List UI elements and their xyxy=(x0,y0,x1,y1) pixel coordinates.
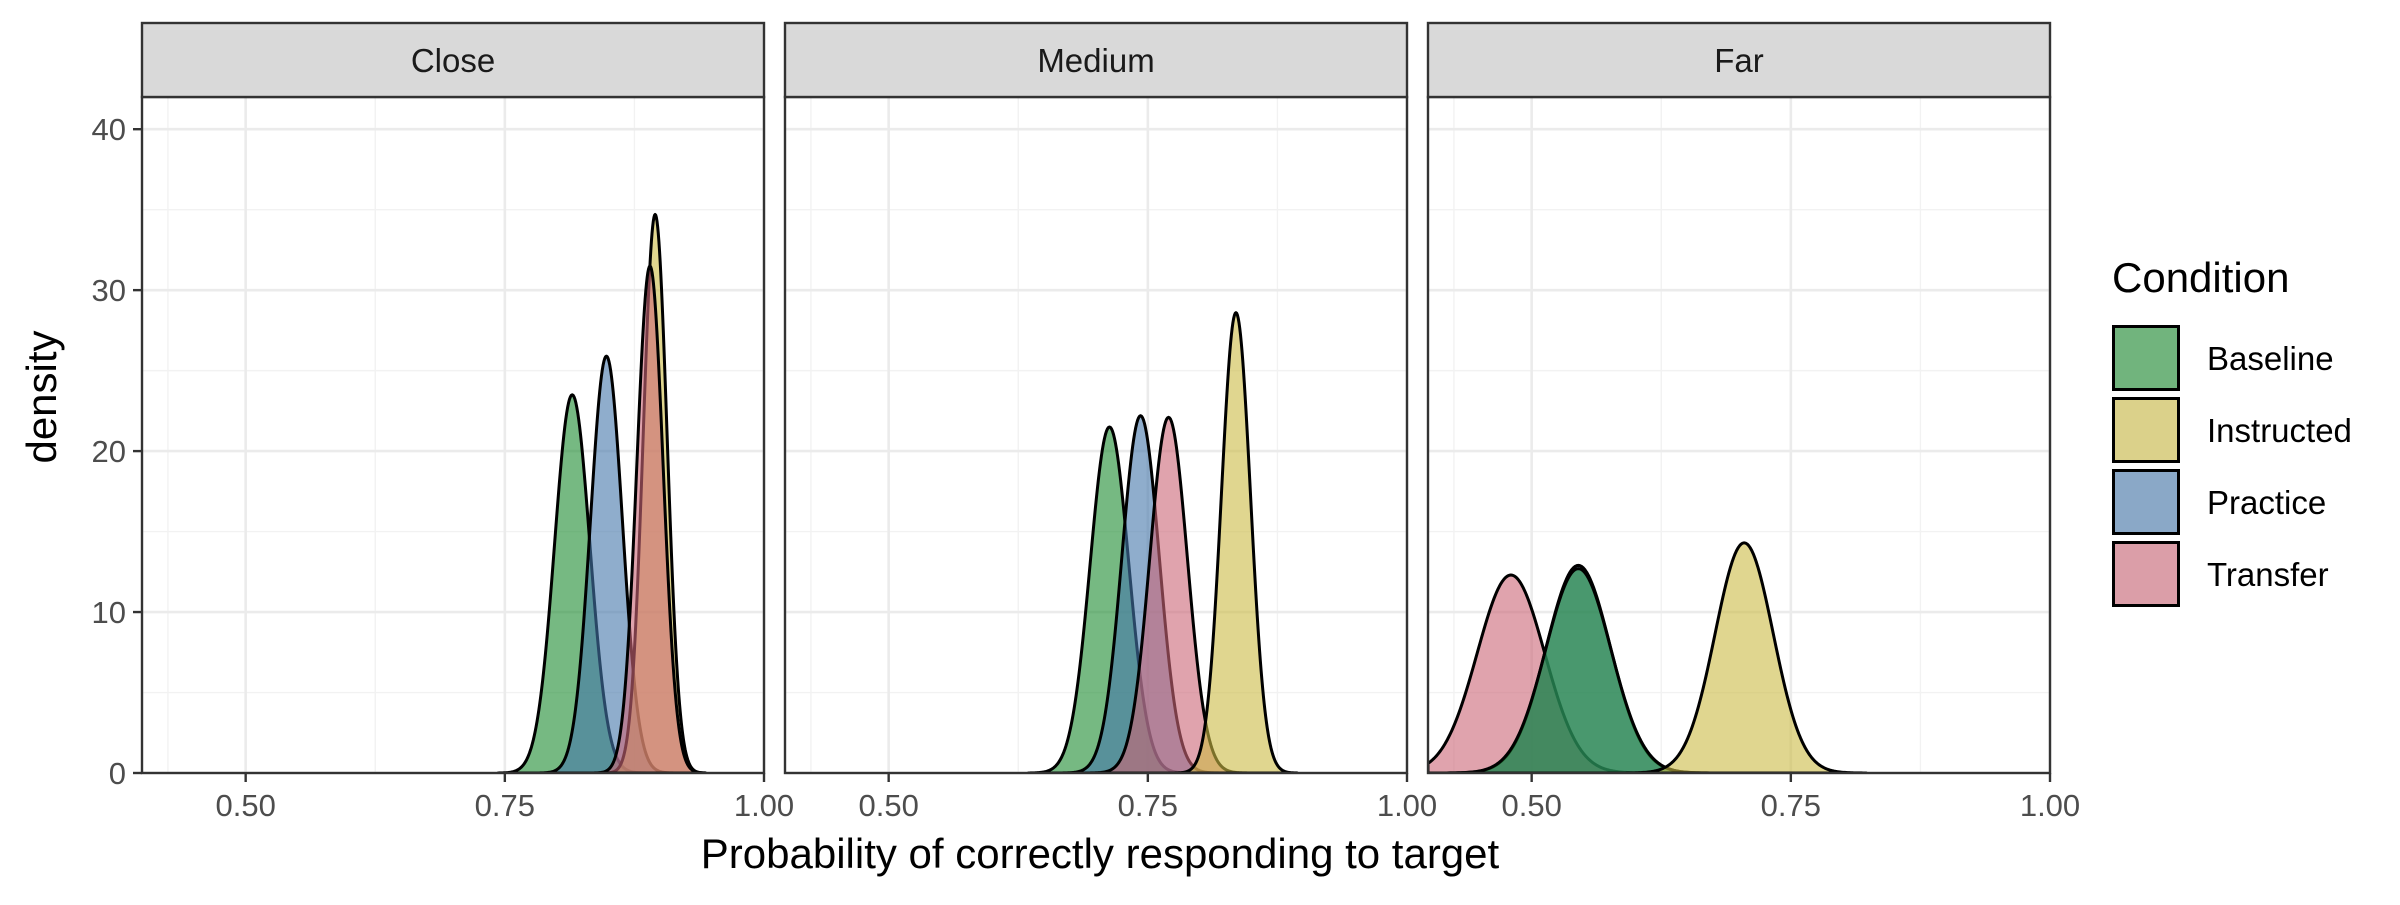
density-instructed-far xyxy=(1620,541,1868,773)
legend-key-transfer xyxy=(2112,541,2180,607)
density-curves xyxy=(496,213,707,773)
x-tick-label: 0.75 xyxy=(1761,788,1821,823)
strip-far xyxy=(1426,21,2052,99)
strip-medium xyxy=(783,21,1409,99)
x-axis-title-group: Probability of correctly responding to t… xyxy=(701,830,1500,877)
density-instructed-medium xyxy=(1173,311,1299,773)
strip-label-close: Close xyxy=(411,42,495,79)
y-tick-label: 0 xyxy=(109,756,126,791)
x-tick-label: 0.50 xyxy=(858,788,918,823)
density-curves xyxy=(1428,541,1868,773)
legend-label-transfer: Transfer xyxy=(2207,556,2329,593)
density-curves xyxy=(1026,311,1299,773)
facet-medium: Medium 0.50 0.75 1.00 xyxy=(783,21,1437,823)
x-tick-label: 1.00 xyxy=(734,788,794,823)
legend: Condition Baseline Instructed Practice Tran… xyxy=(2112,254,2352,607)
y-axis-title-group: density xyxy=(18,330,65,463)
legend-entry-instructed: Instructed xyxy=(2112,397,2352,463)
facet-close: Close 0.50 0.75 1.00 0 10 20 30 40 xyxy=(92,21,794,823)
legend-label-instructed: Instructed xyxy=(2207,412,2352,449)
y-tick-label: 10 xyxy=(92,595,126,630)
x-tick-label: 0.75 xyxy=(1118,788,1178,823)
facet-far: Far 0.50 0.75 1.00 xyxy=(1426,21,2080,823)
x-axis-title: Probability of correctly responding to t… xyxy=(701,830,1500,877)
y-tick-label: 40 xyxy=(92,112,126,147)
x-tick-label: 1.00 xyxy=(1377,788,1437,823)
strip-label-medium: Medium xyxy=(1037,42,1154,79)
x-tick-label: 0.75 xyxy=(475,788,535,823)
x-tick-label: 1.00 xyxy=(2020,788,2080,823)
x-tick-label: 0.50 xyxy=(1501,788,1561,823)
strip-label-far: Far xyxy=(1714,42,1764,79)
legend-entry-practice: Practice xyxy=(2112,469,2326,535)
legend-entry-baseline: Baseline xyxy=(2112,325,2334,391)
legend-label-practice: Practice xyxy=(2207,484,2326,521)
strip-close xyxy=(140,21,766,99)
y-axis-title: density xyxy=(18,330,65,463)
y-tick-label: 30 xyxy=(92,273,126,308)
legend-key-practice xyxy=(2112,469,2180,535)
density-transfer-close xyxy=(593,264,707,773)
x-tick-label: 0.50 xyxy=(215,788,275,823)
facet-panels: Close 0.50 0.75 1.00 0 10 20 30 40 Medium 0.50 0.75… xyxy=(92,21,2080,823)
legend-title: Condition xyxy=(2112,254,2289,301)
legend-key-instructed xyxy=(2112,397,2180,463)
legend-label-baseline: Baseline xyxy=(2207,340,2334,377)
legend-key-baseline xyxy=(2112,325,2180,391)
y-tick-label: 20 xyxy=(92,434,126,469)
legend-entry-transfer: Transfer xyxy=(2112,541,2329,607)
